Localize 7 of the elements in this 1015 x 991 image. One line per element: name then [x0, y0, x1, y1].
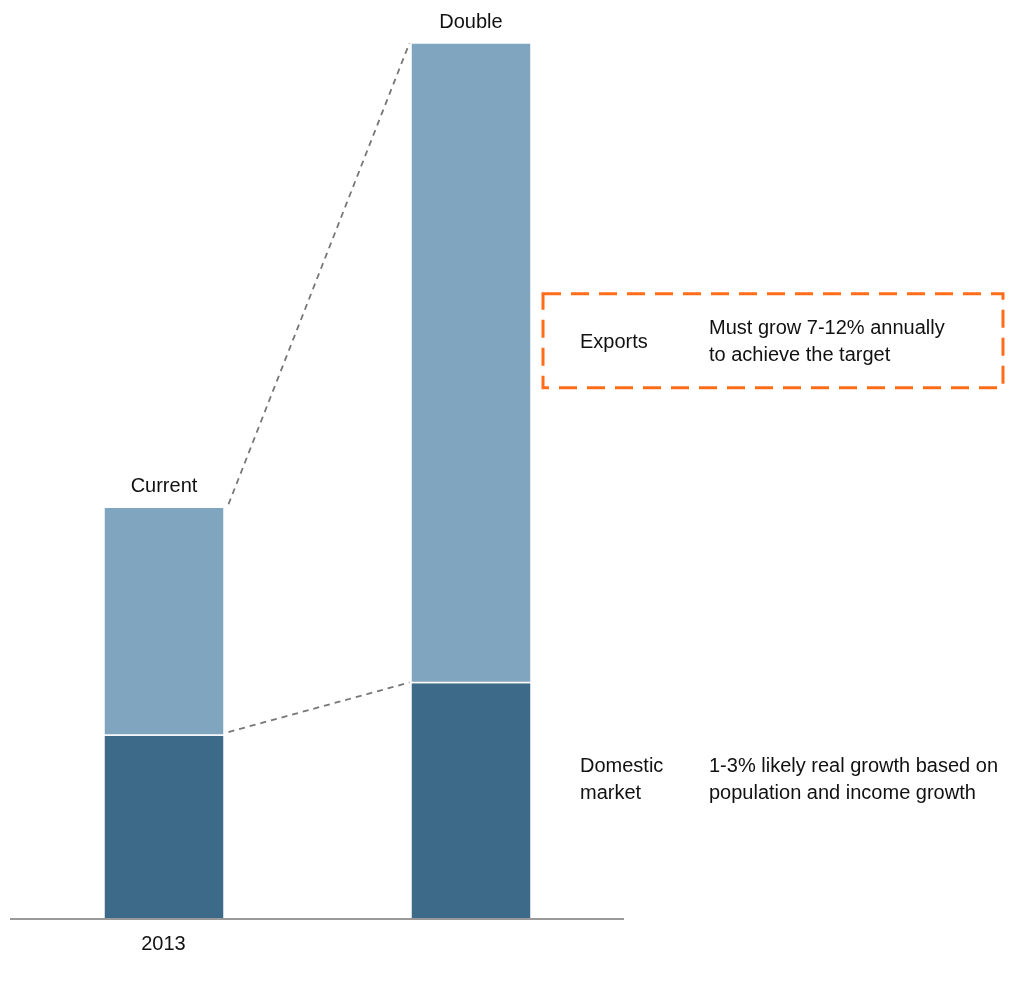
- x-tick-label: 2013: [141, 932, 186, 955]
- text: Domestic market: [580, 752, 665, 805]
- text: Must grow 7-12% annually to achieve the target: [709, 314, 946, 367]
- total-label: Double: [439, 10, 503, 32]
- text: Exports: [580, 328, 649, 354]
- text: 1-3% likely real growth based on population and income growth: [709, 752, 1000, 805]
- total-label: Current: [130, 474, 198, 497]
